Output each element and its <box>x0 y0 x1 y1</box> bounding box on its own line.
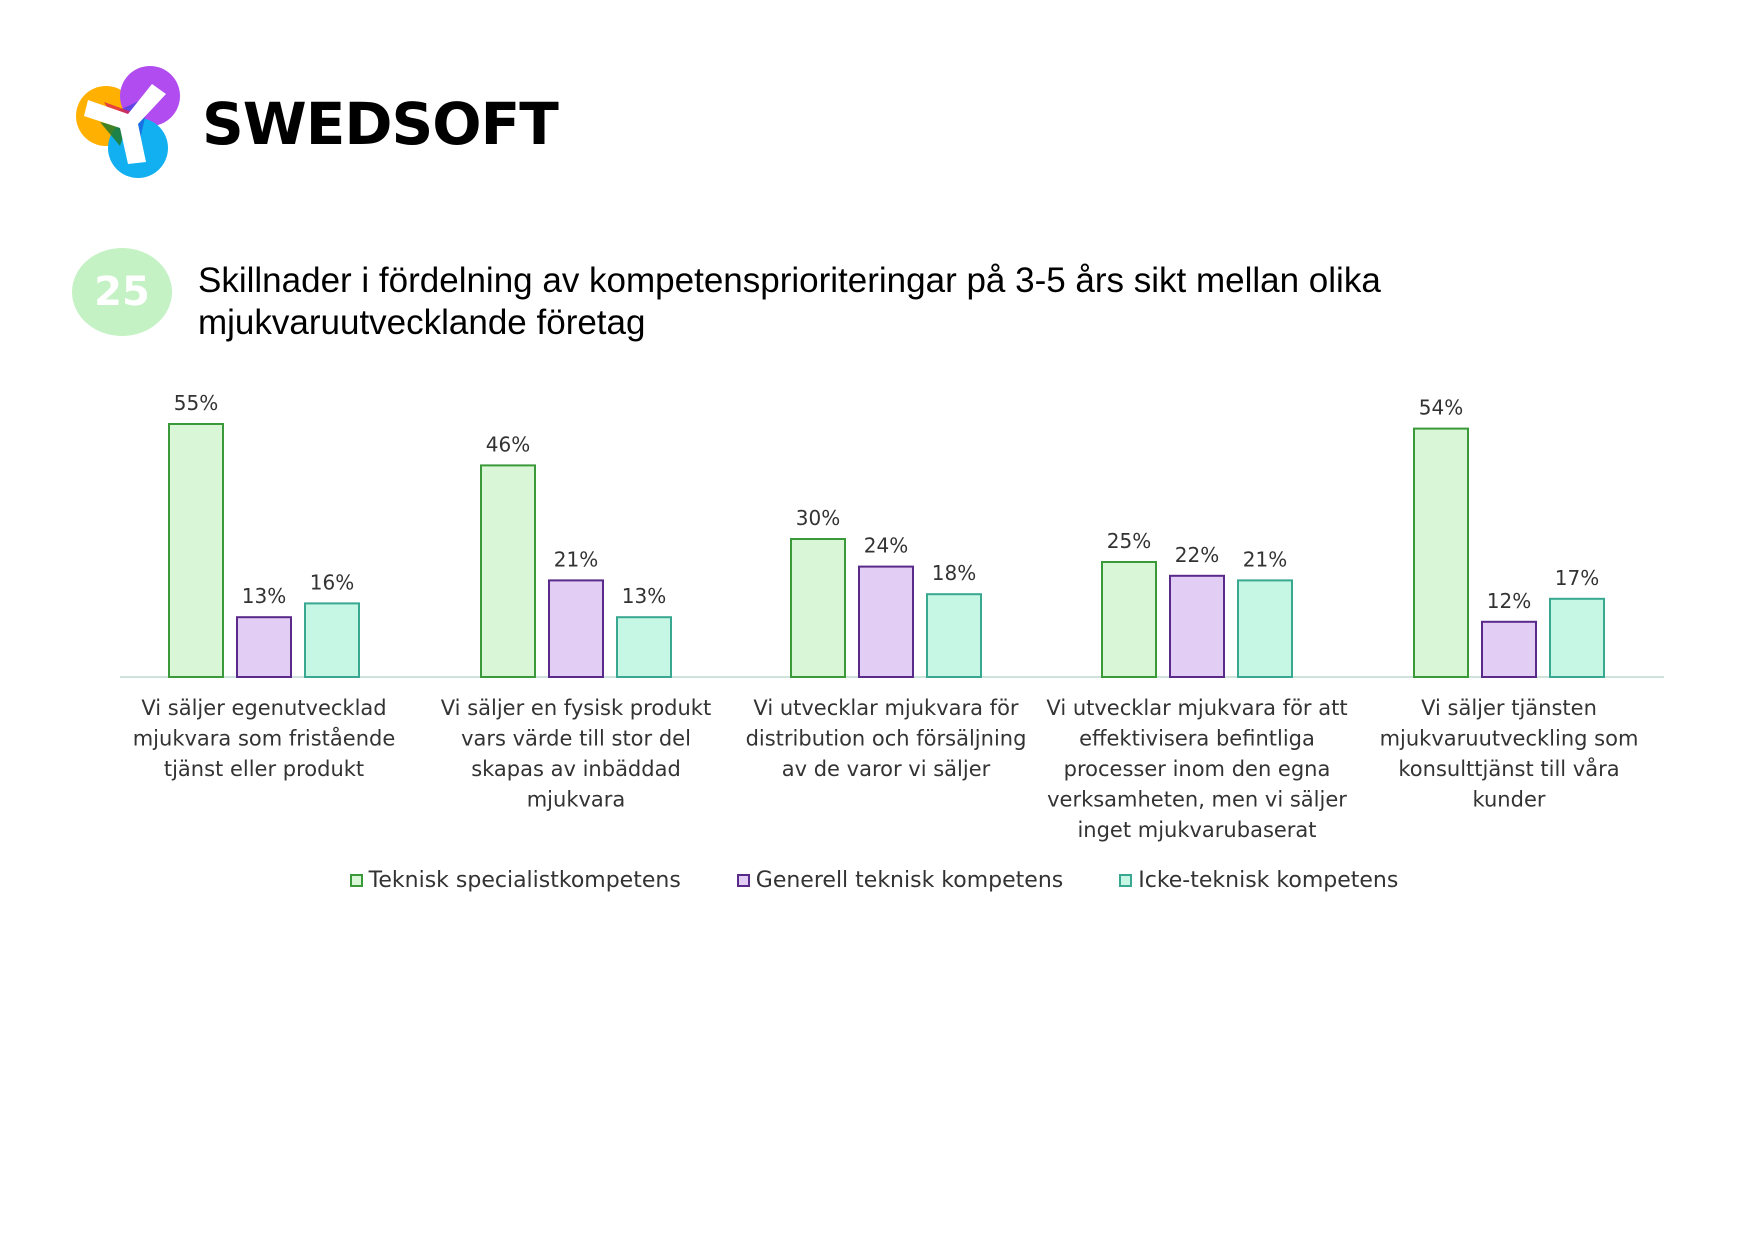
category-label-2-line-4: mjukvara <box>527 788 626 812</box>
category-label-5-line-4: kunder <box>1472 788 1545 812</box>
legend-item-3: Icke-teknisk kompetens <box>1119 868 1398 893</box>
bar-3-1 <box>790 538 846 678</box>
category-label-4-line-3: processer inom den egna <box>1064 757 1331 781</box>
category-label-4-line-2: effektivisera befintliga <box>1079 727 1315 751</box>
bar-2-2 <box>548 579 604 678</box>
category-label-4-line-4: verksamheten, men vi säljer <box>1047 788 1347 812</box>
data-label-3-1: 30% <box>796 506 840 530</box>
category-label-1-line-3: tjänst eller produkt <box>164 757 364 781</box>
category-label-5-line-3: konsulttjänst till våra <box>1398 756 1619 781</box>
legend-swatch-2 <box>736 874 750 887</box>
category-label-4-line-5: inget mjukvarubaserat <box>1077 818 1316 842</box>
legend-swatch-1 <box>349 874 363 887</box>
category-label-2-line-3: skapas av inbäddad <box>471 757 681 781</box>
bar-1-2 <box>236 616 292 679</box>
data-label-5-1: 54% <box>1419 396 1463 420</box>
data-label-3-2: 24% <box>864 534 908 558</box>
bar-3-3 <box>926 593 982 678</box>
category-label-1-line-1: Vi säljer egenutvecklad <box>141 696 386 720</box>
category-label-3-line-3: av de varor vi säljer <box>782 757 991 781</box>
legend-label-2: Generell teknisk kompetens <box>755 868 1064 893</box>
brand-name: SWEDSOFT <box>202 90 559 158</box>
category-label-5-line-1: Vi säljer tjänsten <box>1421 696 1597 720</box>
bar-1-3 <box>304 602 360 678</box>
bar-4-3 <box>1237 579 1293 678</box>
bar-4-1 <box>1101 561 1157 678</box>
legend-label-3: Icke-teknisk kompetens <box>1138 868 1399 893</box>
bar-5-2 <box>1481 620 1537 678</box>
legend-swatch-3 <box>1119 874 1133 887</box>
data-label-1-3: 16% <box>310 570 354 594</box>
bar-4-2 <box>1169 574 1225 678</box>
grouped-bar-chart: 55% 13% 16% Vi säljer egenutvecklad mjukvara… <box>120 391 1664 842</box>
data-label-1-2: 13% <box>242 584 286 608</box>
bar-5-1 <box>1413 427 1469 678</box>
data-label-3-3: 18% <box>932 561 976 585</box>
category-label-4-line-1: Vi utvecklar mjukvara för att <box>1046 696 1347 720</box>
data-label-4-3: 21% <box>1243 547 1287 571</box>
category-label-2-line-1: Vi säljer en fysisk produkt <box>441 696 711 720</box>
data-label-4-1: 25% <box>1107 529 1151 553</box>
bar-5-3 <box>1549 597 1605 678</box>
legend-label-1: Teknisk specialistkompetens <box>368 868 681 893</box>
bar-2-1 <box>480 464 536 679</box>
bar-3-2 <box>858 565 914 679</box>
data-label-2-1: 46% <box>486 432 530 456</box>
category-label-3-line-1: Vi utvecklar mjukvara för <box>753 696 1019 720</box>
swedsoft-logo-icon <box>76 66 180 178</box>
data-label-4-2: 22% <box>1175 543 1219 567</box>
data-label-1-1: 55% <box>174 391 218 415</box>
legend-item-1: Teknisk specialistkompetens <box>349 868 681 893</box>
category-label-3-line-2: distribution och försäljning <box>746 727 1027 751</box>
page-title: Skillnader i fördelning av kompetensprio… <box>198 261 1381 342</box>
category-label-5-line-2: mjukvaruutveckling som <box>1380 727 1639 751</box>
legend-item-2: Generell teknisk kompetens <box>736 868 1064 893</box>
chart-legend: Teknisk specialistkompetens Generell tekn… <box>0 868 1748 893</box>
category-label-2-line-2: vars värde till stor del <box>461 727 691 751</box>
data-label-5-3: 17% <box>1555 566 1599 590</box>
bar-2-3 <box>616 616 672 679</box>
category-label-1-line-2: mjukvara som fristående <box>133 726 396 751</box>
data-label-5-2: 12% <box>1487 589 1531 613</box>
data-label-2-2: 21% <box>554 547 598 571</box>
bar-1-1 <box>168 423 224 678</box>
data-label-2-3: 13% <box>622 584 666 608</box>
slide-number-badge: 25 <box>72 248 172 336</box>
